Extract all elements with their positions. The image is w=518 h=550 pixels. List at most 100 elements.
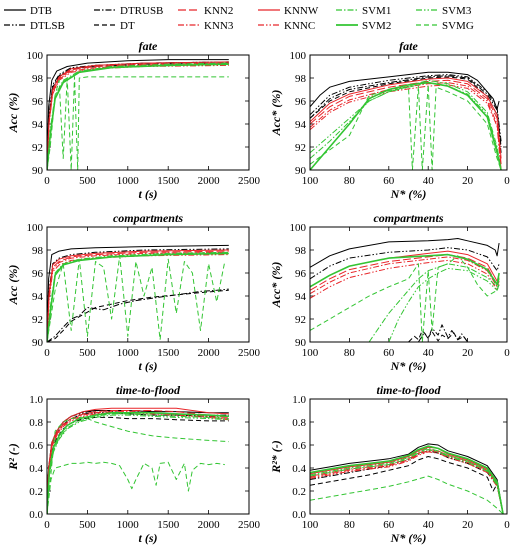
chart-panel: time-to-flood 100 80 60 40 20 0 0.0 0.2 0.4 0.6 0.8… bbox=[269, 383, 510, 545]
x-tick-label: 40 bbox=[423, 175, 435, 187]
x-tick-label: 20 bbox=[462, 175, 474, 187]
series-line-dtb bbox=[310, 443, 504, 514]
y-tick-label: 90 bbox=[32, 337, 44, 349]
series-line-svm3 bbox=[47, 63, 229, 170]
legend-label: SVM1 bbox=[362, 5, 391, 17]
series-line-dtb bbox=[310, 71, 500, 110]
series-line-svm1 bbox=[310, 447, 504, 514]
plot-frame bbox=[309, 226, 508, 343]
series-line-knn3 bbox=[47, 411, 229, 514]
series-line-knnw bbox=[310, 77, 502, 159]
x-tick-label: 40 bbox=[423, 347, 435, 359]
x-tick-label: 100 bbox=[302, 175, 319, 187]
legend-entry: DTLSB bbox=[4, 20, 65, 32]
series-line-svm2 bbox=[47, 63, 229, 170]
y-tick-label: 92 bbox=[295, 142, 306, 154]
series-line-svm3 bbox=[47, 252, 229, 342]
y-tick-label: 94 bbox=[295, 119, 307, 131]
legend-label: SVM3 bbox=[442, 5, 472, 17]
y-tick-label: 96 bbox=[295, 96, 307, 108]
legend-entry: DTB bbox=[4, 5, 52, 17]
series-line-knn3 bbox=[310, 82, 502, 170]
x-tick-label: 1500 bbox=[157, 175, 180, 187]
x-tick-label: 0 bbox=[504, 175, 510, 187]
series-line-svm3 bbox=[310, 82, 502, 170]
series-line-knnw bbox=[47, 61, 229, 170]
x-tick-label: 60 bbox=[383, 519, 395, 531]
series-line-knn3 bbox=[47, 63, 229, 170]
chart-panel: fate 0 500 1000 1500 2000 2500 90 92 94 96 98 100 t (… bbox=[6, 39, 261, 201]
x-axis-label: t (s) bbox=[139, 359, 158, 373]
y-tick-label: 0.8 bbox=[292, 417, 306, 429]
x-tick-label: 60 bbox=[383, 175, 395, 187]
series-group bbox=[310, 238, 500, 342]
series-line-svm3 bbox=[310, 449, 504, 514]
series-line-dtlsb bbox=[47, 410, 229, 514]
y-tick-label: 0.6 bbox=[29, 440, 43, 452]
y-tick-label: 1.0 bbox=[292, 394, 306, 406]
legend-label: DTB bbox=[30, 5, 52, 17]
series-line-knn2 bbox=[47, 250, 229, 342]
series-line-svmg bbox=[47, 255, 226, 342]
x-tick-label: 2500 bbox=[238, 175, 261, 187]
x-tick-label: 80 bbox=[344, 519, 356, 531]
x-tick-label: 1000 bbox=[117, 519, 140, 531]
series-line-knn3 bbox=[47, 251, 229, 342]
x-axis-label: N* (%) bbox=[390, 359, 427, 373]
x-tick-label: 80 bbox=[344, 347, 356, 359]
x-tick-label: 40 bbox=[423, 519, 435, 531]
x-tick-label: 500 bbox=[79, 175, 96, 187]
y-tick-label: 94 bbox=[32, 291, 44, 303]
y-tick-label: 92 bbox=[32, 142, 43, 154]
chart-panel: compartments 0 500 1000 1500 2000 2500 90 92 94 96… bbox=[6, 211, 261, 373]
y-tick-label: 98 bbox=[32, 73, 44, 85]
y-tick-label: 0.4 bbox=[29, 463, 43, 475]
series-line-svm2 bbox=[310, 445, 504, 514]
series-line-svmg bbox=[47, 416, 229, 514]
series-line-knnc bbox=[47, 254, 229, 342]
x-tick-label: 500 bbox=[79, 519, 96, 531]
series-line-knnc bbox=[310, 451, 504, 514]
y-tick-label: 96 bbox=[295, 268, 307, 280]
plot-frame bbox=[46, 54, 250, 171]
y-axis-label: R²* (-) bbox=[269, 440, 283, 474]
series-line-svm3 bbox=[47, 414, 229, 514]
series-line-knn2 bbox=[310, 79, 502, 165]
series-line-dtb bbox=[47, 59, 229, 170]
legend-label: KNN3 bbox=[204, 20, 234, 32]
x-axis-label: N* (%) bbox=[390, 531, 427, 545]
x-axis-label: t (s) bbox=[139, 531, 158, 545]
plot-frame bbox=[46, 226, 250, 343]
series-group bbox=[47, 407, 229, 514]
legend-label: KNNW bbox=[284, 5, 319, 17]
y-tick-label: 90 bbox=[295, 165, 307, 177]
y-tick-label: 92 bbox=[295, 314, 306, 326]
x-tick-label: 0 bbox=[44, 175, 50, 187]
series-line-knnc bbox=[47, 412, 229, 514]
x-axis-label: N* (%) bbox=[390, 187, 427, 201]
legend-entry: SVMG bbox=[416, 20, 474, 32]
legend-entry: KNNC bbox=[258, 20, 315, 32]
x-tick-label: 20 bbox=[462, 519, 474, 531]
chart-panel: fate 100 80 60 40 20 0 90 92 94 96 98 100 N* (%) Acc* … bbox=[269, 39, 510, 201]
x-tick-label: 80 bbox=[344, 175, 356, 187]
y-tick-label: 96 bbox=[32, 268, 44, 280]
y-tick-label: 1.0 bbox=[29, 394, 43, 406]
x-tick-label: 60 bbox=[383, 347, 395, 359]
y-tick-label: 98 bbox=[295, 245, 307, 257]
y-tick-label: 0.2 bbox=[29, 486, 43, 498]
series-line-dtlsb bbox=[310, 247, 500, 280]
series-line-dtrusb bbox=[47, 288, 229, 342]
y-axis-label: Acc* (%) bbox=[269, 262, 283, 309]
chart-title: time-to-flood bbox=[116, 383, 181, 397]
x-tick-label: 0 bbox=[504, 519, 510, 531]
legend-entry: DTRUSB bbox=[94, 5, 163, 17]
y-axis-label: Acc* (%) bbox=[269, 90, 283, 137]
x-tick-label: 1500 bbox=[157, 347, 180, 359]
series-line-svm1 bbox=[310, 79, 502, 170]
plot-frame bbox=[309, 398, 508, 515]
series-line-svm2 bbox=[47, 252, 229, 342]
legend-entry: KNN2 bbox=[178, 5, 233, 17]
series-line-dt bbox=[47, 289, 229, 342]
